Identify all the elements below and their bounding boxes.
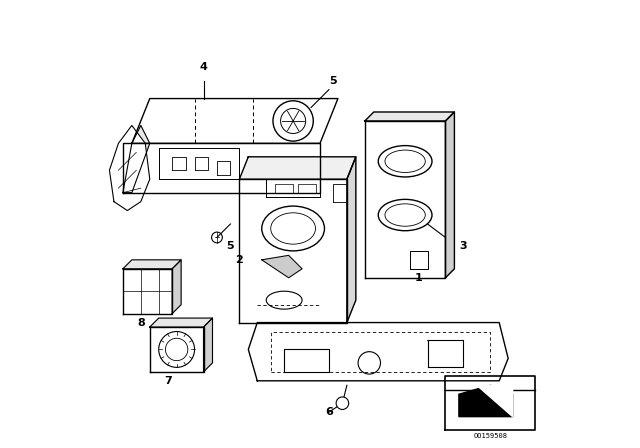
- Polygon shape: [239, 157, 356, 179]
- Text: 6: 6: [325, 407, 333, 417]
- Text: OO159508: OO159508: [473, 433, 508, 439]
- Polygon shape: [123, 260, 181, 269]
- Text: 2: 2: [236, 255, 243, 265]
- Text: 7: 7: [164, 376, 172, 386]
- Polygon shape: [262, 255, 302, 278]
- Text: 5: 5: [227, 241, 234, 251]
- Polygon shape: [123, 269, 172, 314]
- Polygon shape: [239, 179, 347, 323]
- Text: 5: 5: [330, 76, 337, 86]
- Polygon shape: [204, 318, 212, 372]
- Text: 3: 3: [460, 241, 467, 251]
- Polygon shape: [445, 112, 454, 278]
- Polygon shape: [347, 157, 356, 323]
- Text: 1: 1: [415, 273, 422, 283]
- Polygon shape: [459, 385, 513, 417]
- Polygon shape: [150, 318, 212, 327]
- Polygon shape: [132, 99, 338, 143]
- Polygon shape: [172, 260, 181, 314]
- Polygon shape: [123, 143, 320, 193]
- Polygon shape: [365, 121, 445, 278]
- Polygon shape: [150, 327, 204, 372]
- Polygon shape: [284, 349, 329, 372]
- Polygon shape: [428, 340, 463, 367]
- Polygon shape: [109, 125, 150, 211]
- Polygon shape: [477, 385, 513, 417]
- Polygon shape: [365, 112, 454, 121]
- Text: 8: 8: [137, 318, 145, 327]
- Text: 4: 4: [200, 62, 207, 72]
- Polygon shape: [123, 125, 150, 193]
- Polygon shape: [248, 323, 508, 381]
- Circle shape: [336, 397, 349, 409]
